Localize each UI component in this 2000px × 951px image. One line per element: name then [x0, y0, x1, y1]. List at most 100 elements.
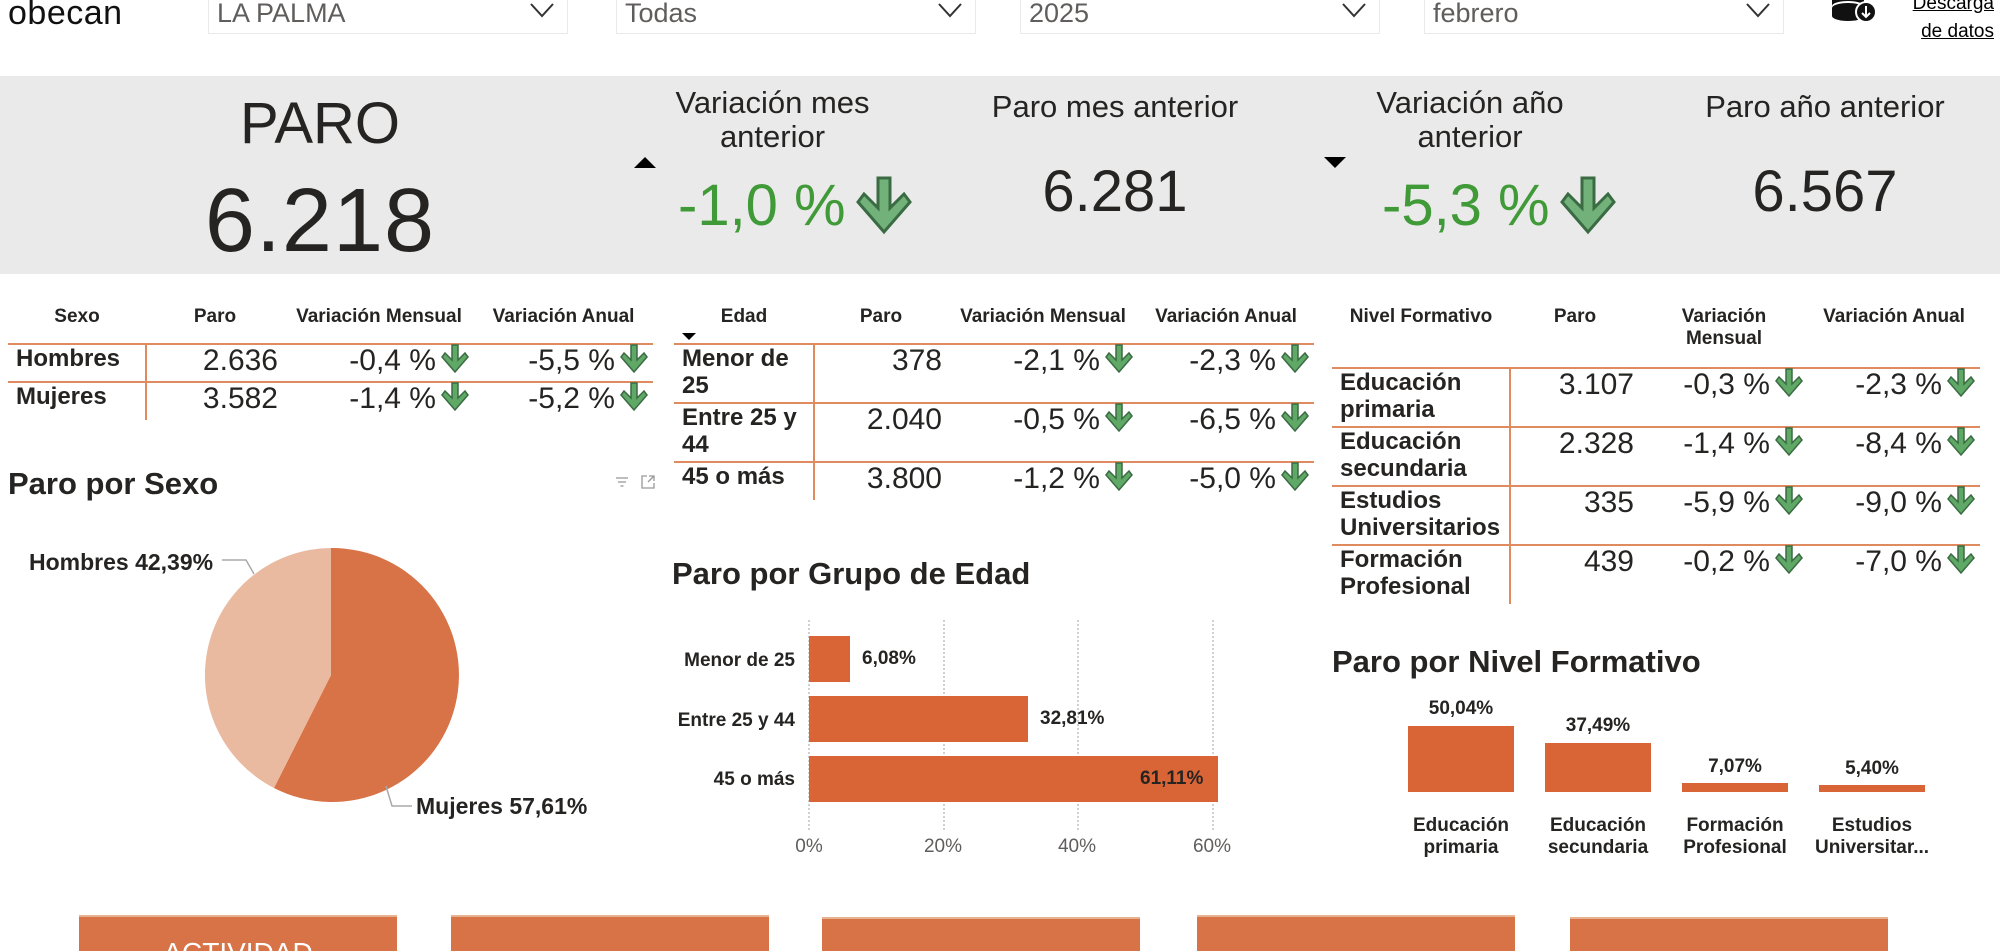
- nivel-bar[interactable]: [1545, 743, 1651, 792]
- table-row[interactable]: Entre 25 y 44 2.040 -0,5 % -6,5 %: [674, 402, 1314, 462]
- download-data-link[interactable]: Descarga de datos: [1904, 0, 1994, 46]
- row-anual: -5,5 %: [474, 343, 653, 382]
- table-row[interactable]: Mujeres 3.582 -1,4 % -5,2 %: [8, 381, 653, 420]
- isla-dropdown[interactable]: LA PALMA: [208, 0, 568, 34]
- row-mensual-value: -0,4 %: [349, 344, 436, 377]
- arrow-down-icon: [1947, 427, 1975, 457]
- row-cat: Entre 25 y 44: [674, 402, 815, 462]
- filter-icon[interactable]: [614, 474, 630, 490]
- gridline-60: [1212, 620, 1214, 830]
- age-bar[interactable]: [809, 756, 1218, 802]
- chevron-down-icon: [530, 3, 554, 18]
- row-mensual: -1,4 %: [284, 381, 474, 420]
- database-download-icon[interactable]: [1830, 0, 1880, 28]
- nav-button-2[interactable]: [451, 915, 769, 951]
- col-header-edad[interactable]: Edad: [720, 306, 768, 327]
- x-axis-tick: 0%: [795, 836, 823, 857]
- col-header-var-mensual[interactable]: Variación Mensual: [296, 306, 462, 327]
- nav-button-3[interactable]: [822, 917, 1140, 951]
- chevron-down-icon: [938, 3, 962, 18]
- table-sexo: Sexo Paro Variación Mensual Variación An…: [8, 306, 653, 420]
- row-anual: -7,0 %: [1808, 544, 1980, 604]
- row-mensual-value: -0,5 %: [1013, 403, 1100, 436]
- chart-title-edad: Paro por Grupo de Edad: [672, 556, 1031, 591]
- kpi-paro-anio-anterior-label: Paro año anterior: [1705, 89, 1945, 124]
- municipio-dropdown-value: Todas: [625, 0, 698, 28]
- row-mensual: -1,4 %: [1640, 426, 1808, 486]
- row-anual: -6,5 %: [1138, 402, 1314, 462]
- table-row[interactable]: Hombres 2.636 -0,4 % -5,5 %: [8, 343, 653, 382]
- arrow-down-icon: [1281, 462, 1309, 492]
- col-header-var-anual[interactable]: Variación Anual: [1823, 306, 1965, 327]
- table-row[interactable]: Estudios Universitarios 335 -5,9 % -9,0 …: [1332, 485, 1980, 545]
- municipio-dropdown[interactable]: Todas: [616, 0, 976, 34]
- col-header-var-anual[interactable]: Variación Anual: [492, 306, 635, 327]
- arrow-down-icon: [1947, 368, 1975, 398]
- age-bar[interactable]: [809, 696, 1028, 742]
- table-row[interactable]: Educación primaria 3.107 -0,3 % -2,3 %: [1332, 367, 1980, 427]
- download-link-line2: de datos: [1921, 21, 1994, 42]
- row-anual-value: -9,0 %: [1855, 486, 1942, 519]
- table-row[interactable]: Menor de 25 378 -2,1 % -2,3 %: [674, 343, 1314, 403]
- table-row[interactable]: Educación secundaria 2.328 -1,4 % -8,4 %: [1332, 426, 1980, 486]
- chart-title-sexo: Paro por Sexo: [8, 466, 219, 501]
- nivel-bar-value: 7,07%: [1708, 756, 1762, 777]
- sort-descending-icon[interactable]: [1324, 157, 1346, 168]
- kpi-paro-anio-anterior-value: 6.567: [1752, 159, 1898, 224]
- col-header-paro[interactable]: Paro: [1553, 306, 1597, 327]
- row-paro: 439: [1510, 544, 1640, 604]
- month-dropdown[interactable]: febrero: [1424, 0, 1784, 34]
- row-anual-value: -2,3 %: [1855, 368, 1942, 401]
- chevron-down-icon: [1342, 3, 1366, 18]
- chevron-down-icon: [1746, 3, 1770, 18]
- year-dropdown[interactable]: 2025: [1020, 0, 1380, 34]
- pie-leader-hombres: [222, 559, 255, 575]
- nivel-bar-value: 37,49%: [1565, 715, 1631, 736]
- kpi-paro-title: PARO: [239, 91, 401, 156]
- focus-mode-icon[interactable]: [640, 474, 656, 490]
- nivel-bar[interactable]: [1819, 785, 1925, 792]
- col-header-sexo[interactable]: Sexo: [54, 306, 100, 327]
- arrow-down-icon: [1947, 486, 1975, 516]
- row-anual: -5,0 %: [1138, 461, 1314, 500]
- nav-button-actividad[interactable]: ACTIVIDAD: [79, 915, 397, 951]
- col-header-var-mensual[interactable]: Variación Mensual: [960, 306, 1126, 327]
- arrow-down-icon: [855, 176, 912, 234]
- x-axis-tick: 60%: [1192, 836, 1232, 857]
- arrow-down-icon: [1947, 545, 1975, 575]
- pie-slice-mujeres[interactable]: [274, 547, 459, 802]
- row-anual-value: -6,5 %: [1189, 403, 1276, 436]
- arrow-down-icon: [1775, 427, 1803, 457]
- col-header-var-anual[interactable]: Variación Anual: [1155, 306, 1297, 327]
- x-axis-tick: 20%: [923, 836, 963, 857]
- row-mensual-value: -0,3 %: [1683, 368, 1770, 401]
- sort-descending-icon[interactable]: [682, 333, 696, 340]
- row-paro: 3.107: [1510, 367, 1640, 427]
- table-row[interactable]: 45 o más 3.800 -1,2 % -5,0 %: [674, 461, 1314, 500]
- age-category-label: Entre 25 y 44: [677, 710, 795, 731]
- pie-slice-hombres[interactable]: [204, 548, 331, 788]
- row-paro: 378: [814, 343, 948, 403]
- col-header-nivel[interactable]: Nivel Formativo: [1349, 306, 1493, 327]
- kpi-var-anio-value: -5,3 %: [1382, 173, 1550, 238]
- sort-ascending-icon[interactable]: [634, 157, 656, 168]
- nav-button-4[interactable]: [1197, 915, 1515, 951]
- arrow-down-icon: [1105, 462, 1133, 492]
- row-mensual: -0,5 %: [948, 402, 1138, 462]
- age-category-label: Menor de 25: [684, 650, 795, 671]
- arrow-down-icon: [441, 382, 469, 412]
- age-bar[interactable]: [809, 636, 850, 682]
- nav-button-5[interactable]: [1570, 917, 1888, 951]
- row-paro: 335: [1510, 485, 1640, 545]
- arrow-down-icon: [1105, 403, 1133, 433]
- col-header-paro[interactable]: Paro: [193, 306, 237, 327]
- table-row[interactable]: Formación Profesional 439 -0,2 % -7,0 %: [1332, 544, 1980, 604]
- row-mensual-value: -2,1 %: [1013, 344, 1100, 377]
- col-header-paro[interactable]: Paro: [859, 306, 903, 327]
- pie-chart-sexo[interactable]: [200, 545, 462, 805]
- download-link-line1: Descarga: [1912, 0, 1994, 14]
- kpi-var-anio-label: Variación año anterior: [1376, 85, 1564, 154]
- nivel-bar[interactable]: [1682, 783, 1788, 792]
- nivel-bar[interactable]: [1408, 726, 1514, 792]
- col-header-var-mensual[interactable]: Variación Mensual: [1681, 306, 1767, 349]
